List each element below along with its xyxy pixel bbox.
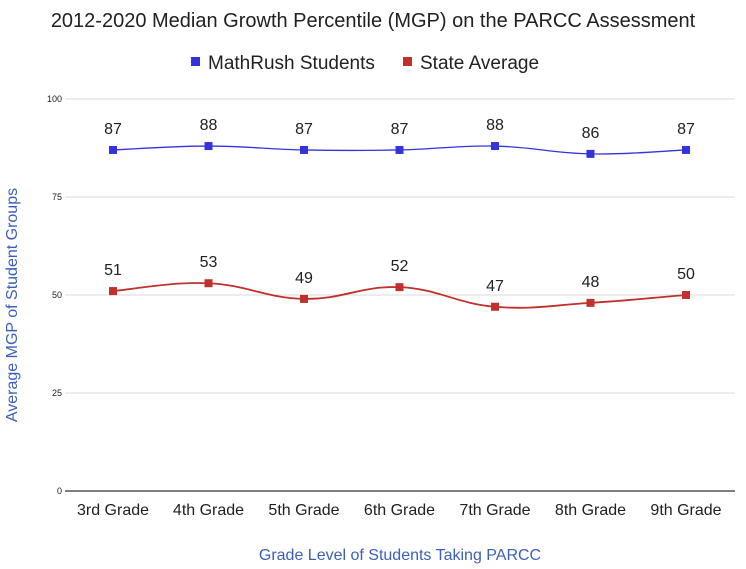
y-axis-ticks: 0 25 50 75 100 bbox=[47, 94, 62, 496]
y-tick-label: 100 bbox=[47, 94, 62, 104]
data-label: 53 bbox=[200, 254, 218, 271]
data-label: 50 bbox=[677, 266, 695, 283]
legend-marker-mathrush bbox=[191, 57, 200, 66]
data-point bbox=[204, 279, 213, 288]
data-label: 51 bbox=[104, 262, 122, 279]
y-tick-label: 0 bbox=[57, 486, 62, 496]
data-point bbox=[682, 291, 690, 299]
data-label: 52 bbox=[391, 258, 409, 275]
legend-marker-state-average bbox=[403, 57, 412, 66]
y-axis-title: Average MGP of Student Groups bbox=[4, 188, 21, 422]
series-0: 87 88 87 87 88 86 87 bbox=[104, 117, 695, 158]
y-tick-label: 25 bbox=[52, 388, 62, 398]
data-label: 87 bbox=[677, 121, 695, 138]
x-category-label: 5th Grade bbox=[268, 502, 339, 519]
data-label: 88 bbox=[200, 117, 218, 134]
data-point bbox=[109, 287, 117, 296]
data-point bbox=[395, 145, 404, 154]
data-point bbox=[491, 302, 499, 311]
data-label: 48 bbox=[582, 274, 600, 291]
data-label: 87 bbox=[295, 121, 313, 138]
data-label: 87 bbox=[391, 121, 409, 138]
data-label: 88 bbox=[486, 117, 504, 134]
chart-title: 2012-2020 Median Growth Percentile (MGP)… bbox=[51, 10, 696, 32]
x-axis-title: Grade Level of Students Taking PARCC bbox=[259, 547, 541, 564]
y-tick-label: 75 bbox=[52, 192, 62, 202]
data-point bbox=[300, 294, 308, 303]
x-category-label: 7th Grade bbox=[459, 502, 530, 519]
x-category-label: 8th Grade bbox=[555, 502, 626, 519]
data-point bbox=[586, 298, 595, 307]
x-category-label: 3rd Grade bbox=[77, 502, 149, 519]
x-category-label: 4th Grade bbox=[173, 502, 244, 519]
series-1: 51 53 49 52 47 48 50 bbox=[104, 254, 695, 311]
x-axis-categories: 3rd Grade 4th Grade 5th Grade 6th Grade 7th … bbox=[77, 502, 722, 519]
gridlines bbox=[65, 98, 735, 492]
data-point bbox=[682, 145, 690, 154]
x-category-label: 6th Grade bbox=[364, 502, 435, 519]
data-point bbox=[491, 142, 499, 151]
data-label: 87 bbox=[104, 121, 122, 138]
data-label: 86 bbox=[582, 125, 600, 142]
data-point bbox=[300, 145, 308, 154]
series-group: 87 88 87 87 88 86 87 51 53 49 52 47 48 50 bbox=[104, 117, 695, 311]
x-category-label: 9th Grade bbox=[650, 502, 721, 519]
legend-label-mathrush: MathRush Students bbox=[208, 53, 375, 74]
legend: MathRush Students State Average bbox=[191, 53, 539, 74]
data-point bbox=[395, 283, 404, 292]
legend-label-state-average: State Average bbox=[420, 53, 539, 74]
data-point bbox=[586, 149, 595, 158]
data-label: 47 bbox=[486, 278, 504, 295]
data-point bbox=[109, 145, 117, 154]
data-point bbox=[204, 142, 213, 151]
data-label: 49 bbox=[295, 270, 313, 287]
y-tick-label: 50 bbox=[52, 290, 62, 300]
